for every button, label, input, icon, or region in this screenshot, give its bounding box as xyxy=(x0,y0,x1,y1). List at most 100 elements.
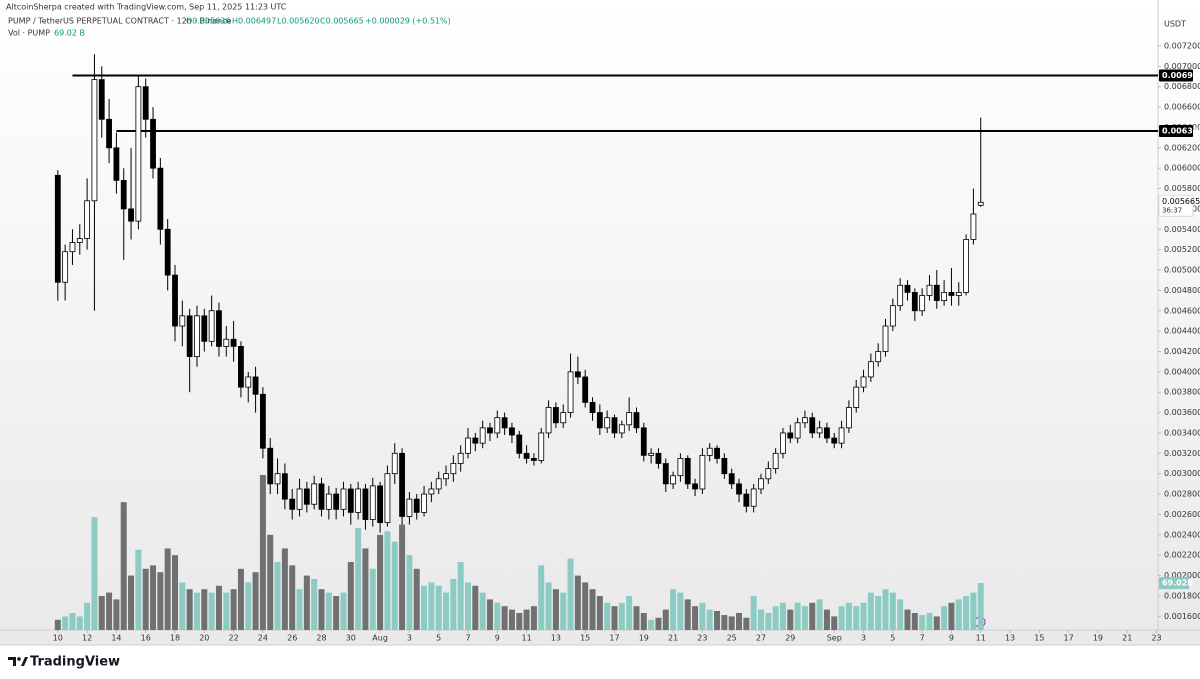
y-tick-label: 0.007200 xyxy=(1164,41,1200,50)
candle-body xyxy=(318,483,325,510)
volume-bar xyxy=(809,602,816,630)
candle-body xyxy=(164,228,171,276)
volume-bar xyxy=(252,572,259,630)
y-tick-label: 0.002400 xyxy=(1164,530,1200,539)
volume-bar xyxy=(911,613,918,630)
candle-body xyxy=(838,427,845,444)
volume-bar xyxy=(831,616,838,630)
volume-bar xyxy=(106,592,113,630)
candle-body xyxy=(860,376,867,388)
x-tick-label: 23 xyxy=(1151,634,1161,643)
candle-body xyxy=(98,79,105,120)
volume-bar xyxy=(787,609,794,630)
x-tick-label: 13 xyxy=(1005,634,1015,643)
candle-body xyxy=(714,447,720,459)
volume-bar xyxy=(670,589,677,630)
volume-bar xyxy=(230,589,237,630)
volume-bar xyxy=(596,596,603,630)
volume-bar xyxy=(355,528,362,630)
volume-bar xyxy=(435,585,442,630)
candle-body xyxy=(552,407,559,424)
y-tick-label: 0.003000 xyxy=(1164,469,1200,478)
x-tick-label: 29 xyxy=(785,634,795,643)
volume-bar xyxy=(281,548,288,630)
candle-body xyxy=(933,284,940,301)
volume-bar xyxy=(347,562,354,630)
ohlc-change: +0.000029 (+0.51%) xyxy=(365,17,451,26)
volume-bar xyxy=(860,602,867,630)
x-tick-label: 20 xyxy=(199,634,209,643)
volume-bar xyxy=(977,583,984,630)
candle-body xyxy=(216,310,222,347)
volume-bar xyxy=(296,589,303,630)
candle-body xyxy=(201,315,208,342)
volume-bar xyxy=(259,474,266,630)
candle-body xyxy=(281,473,288,500)
volume-bar xyxy=(179,582,186,630)
credit: AltcoinSherpa created with TradingView.c… xyxy=(6,3,287,12)
volume-bar xyxy=(897,599,904,630)
candle-body xyxy=(853,386,860,408)
y-tick-label: 0.007000 xyxy=(1164,62,1200,71)
volume-bar xyxy=(560,592,567,630)
candle-body xyxy=(289,498,296,510)
y-tick-label: 0.002800 xyxy=(1164,490,1200,499)
volume-bar xyxy=(721,615,728,630)
candle-body xyxy=(721,458,728,475)
candle-body xyxy=(340,488,347,510)
x-tick-label: 19 xyxy=(1093,634,1103,643)
x-tick-label: 24 xyxy=(258,634,268,643)
volume-bar xyxy=(508,609,515,630)
candle-body xyxy=(128,208,134,222)
candle-body xyxy=(955,292,962,296)
candle-body xyxy=(545,407,552,434)
volume-bar xyxy=(245,582,252,630)
volume-bar xyxy=(384,531,391,630)
volume-bar xyxy=(208,592,215,630)
volume-bar xyxy=(274,562,281,630)
ohlc-low: L0.005620 xyxy=(277,17,320,26)
volume-bar xyxy=(948,602,955,630)
volume-bar xyxy=(172,555,179,630)
chart-background xyxy=(0,0,1200,645)
volume-bar xyxy=(465,582,471,630)
x-tick-label: 23 xyxy=(697,634,707,643)
candle-body xyxy=(582,376,589,403)
volume-bar xyxy=(98,596,105,630)
y-tick-label: 0.003400 xyxy=(1164,428,1200,437)
volume-bar xyxy=(369,568,376,630)
candle-body xyxy=(230,338,237,347)
volume-bar xyxy=(530,606,537,630)
y-tick-label: 0.004600 xyxy=(1164,306,1200,315)
volume-bar xyxy=(84,602,91,630)
logo xyxy=(8,657,28,666)
y-axis-label: USDT xyxy=(1164,20,1186,29)
candle-body xyxy=(640,427,647,456)
volume-bar xyxy=(750,596,757,630)
candle-body xyxy=(889,305,896,327)
volume-bar xyxy=(443,592,450,630)
volume-label-box xyxy=(1159,577,1189,590)
volume-bar xyxy=(479,592,486,630)
candle-body xyxy=(875,351,882,363)
y-tick-label: 0.005200 xyxy=(1164,245,1200,254)
candle-body xyxy=(413,498,420,513)
candle-body xyxy=(574,371,581,378)
volume-bar xyxy=(889,592,896,630)
volume-bar xyxy=(589,589,596,630)
x-tick-label: 17 xyxy=(1064,634,1074,643)
candle-body xyxy=(450,463,457,475)
level-label-box xyxy=(1159,69,1193,82)
candle-body xyxy=(274,473,281,485)
volume-bar xyxy=(545,582,552,630)
candle-body xyxy=(882,325,889,352)
volume-bar xyxy=(567,558,574,630)
candle-body xyxy=(150,118,156,169)
candle-body xyxy=(62,251,69,283)
candle-body xyxy=(809,417,816,434)
volume-bar xyxy=(113,599,120,630)
candle-body xyxy=(347,488,354,513)
candle-body xyxy=(435,478,442,490)
volume-bar xyxy=(816,599,823,630)
